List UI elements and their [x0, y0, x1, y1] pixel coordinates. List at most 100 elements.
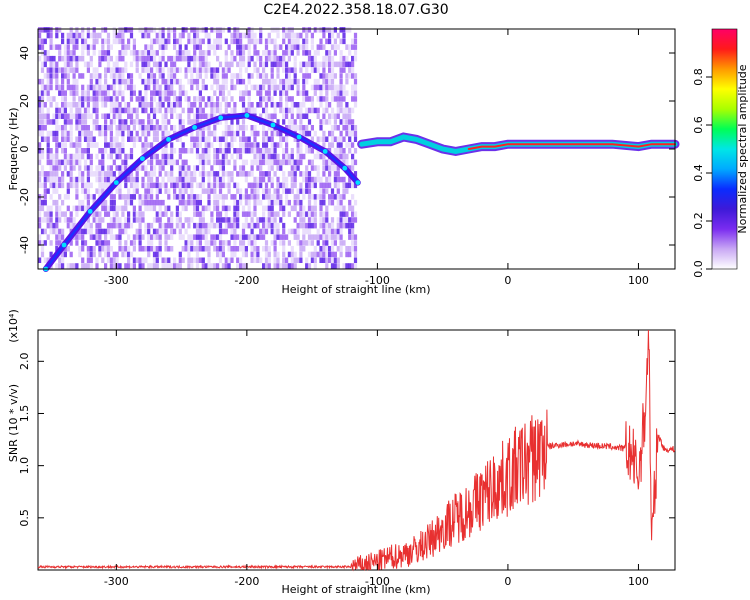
heatmap-cell: [336, 153, 340, 160]
heatmap-cell: [178, 251, 182, 258]
heatmap-cell: [193, 55, 197, 62]
heatmap-cell: [239, 153, 243, 160]
heatmap-cell: [49, 55, 53, 62]
heatmap-cell: [207, 222, 211, 229]
heatmap-cell: [244, 125, 248, 131]
heatmap-cell: [81, 199, 85, 206]
heatmap-cell: [147, 84, 151, 91]
heatmap-cell: [190, 136, 194, 142]
heatmap-cell: [61, 67, 65, 73]
heatmap-cell: [115, 96, 119, 102]
heatmap-cell: [307, 251, 312, 258]
heatmap-cell: [138, 211, 142, 217]
heatmap-cell: [124, 102, 128, 108]
heatmap-cell: [325, 84, 329, 91]
heatmap-cell: [61, 159, 65, 166]
heatmap-cell: [49, 38, 53, 45]
heatmap-cell: [319, 27, 323, 33]
heatmap-cell: [307, 119, 312, 125]
heatmap-cell: [49, 32, 53, 39]
heatmap-cell: [193, 27, 197, 33]
heatmap-cell: [49, 211, 53, 217]
heatmap-cell: [221, 171, 225, 177]
heatmap-cell: [63, 102, 67, 108]
heatmap-cell: [104, 73, 108, 79]
heatmap-cell: [86, 32, 90, 39]
heatmap-cell: [210, 234, 214, 240]
heatmap-cell: [98, 61, 102, 68]
heatmap-cell: [161, 153, 165, 160]
heatmap-cell: [78, 171, 82, 177]
heatmap-cell: [150, 44, 154, 50]
heatmap-cell: [313, 222, 317, 229]
heatmap-cell: [38, 176, 42, 183]
heatmap-cell: [72, 67, 76, 73]
heatmap-cell: [40, 148, 45, 154]
heatmap-cell: [129, 50, 134, 56]
heatmap-cell: [322, 153, 326, 160]
heatmap-cell: [144, 84, 148, 91]
heatmap-cell: [213, 148, 217, 154]
heatmap-cell: [195, 199, 200, 206]
heatmap-cell: [273, 217, 277, 223]
heatmap-cell: [233, 159, 237, 166]
heatmap-cell: [86, 130, 90, 137]
heatmap-cell: [296, 38, 300, 45]
heatmap-cell: [241, 55, 246, 62]
heatmap-cell: [282, 251, 286, 258]
heatmap-cell: [330, 142, 335, 148]
heatmap-cell: [302, 217, 306, 223]
heatmap-cell: [282, 50, 286, 56]
heatmap-cell: [83, 90, 88, 96]
heatmap-cell: [307, 240, 312, 246]
heatmap-cell: [138, 55, 142, 62]
heatmap-cell: [138, 205, 142, 212]
heatmap-cell: [296, 84, 300, 91]
heatmap-cell: [158, 205, 162, 212]
heatmap-cell: [40, 61, 45, 68]
heatmap-cell: [75, 159, 79, 166]
heatmap-cell: [83, 222, 88, 229]
heatmap-cell: [210, 165, 214, 171]
heatmap-cell: [46, 217, 50, 223]
heatmap-cell: [250, 32, 254, 39]
heatmap-cell: [46, 107, 50, 114]
heatmap-cell: [164, 257, 168, 263]
snr-xlabel: Height of straight line (km): [281, 583, 430, 596]
heatmap-cell: [345, 153, 349, 160]
heatmap-cell: [83, 188, 88, 194]
heatmap-cell: [282, 78, 286, 85]
heatmap-cell: [279, 240, 283, 246]
heatmap-cell: [201, 228, 205, 235]
heatmap-cell: [63, 148, 67, 154]
heatmap-cell: [81, 188, 85, 194]
heatmap-cell: [101, 55, 105, 62]
heatmap-cell: [264, 263, 269, 269]
heatmap-cell: [264, 102, 269, 108]
heatmap-cell: [112, 205, 116, 212]
heatmap-cell: [49, 27, 53, 33]
heatmap-cell: [164, 44, 168, 50]
heatmap-cell: [299, 159, 303, 166]
heatmap-cell: [81, 234, 85, 240]
heatmap-cell: [259, 55, 263, 62]
heatmap-cell: [66, 222, 70, 229]
heatmap-cell: [121, 73, 125, 79]
heatmap-cell: [313, 205, 317, 212]
heatmap-cell: [55, 205, 59, 212]
heatmap-cell: [218, 240, 223, 246]
heatmap-cell: [101, 171, 105, 177]
heatmap-cell: [195, 38, 200, 45]
heatmap-cell: [104, 67, 108, 73]
heatmap-cell: [95, 73, 99, 79]
heatmap-cell: [267, 194, 271, 200]
heatmap-cell: [101, 176, 105, 183]
heatmap-cell: [293, 78, 297, 85]
heatmap-cell: [282, 263, 286, 269]
heatmap-cell: [38, 113, 42, 119]
heatmap-cell: [187, 182, 191, 189]
heatmap-cell: [353, 246, 358, 252]
heatmap-cell: [230, 217, 234, 223]
heatmap-cell: [310, 96, 314, 102]
heatmap-cell: [66, 32, 70, 39]
